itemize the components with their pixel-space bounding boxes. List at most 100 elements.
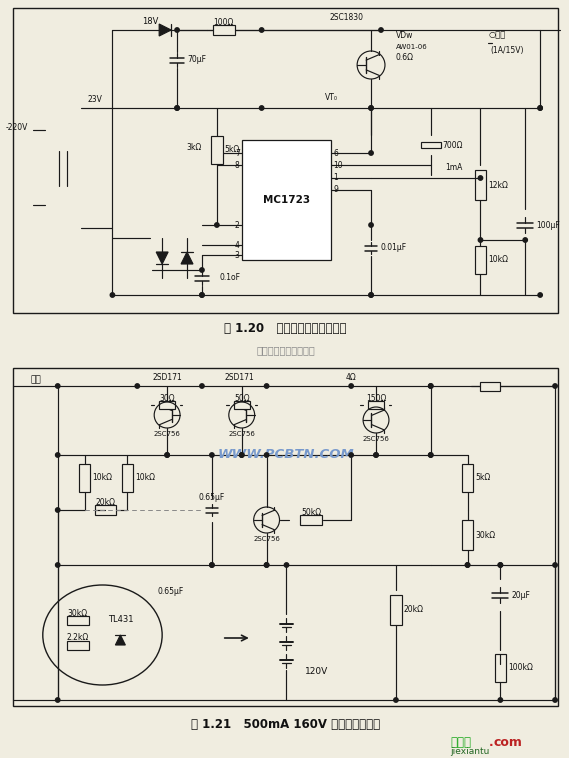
Circle shape bbox=[165, 453, 170, 457]
Text: 70μF: 70μF bbox=[187, 55, 206, 64]
Polygon shape bbox=[116, 635, 125, 645]
Bar bbox=[421, 142, 440, 148]
Text: 2SD171: 2SD171 bbox=[152, 374, 182, 383]
Bar bbox=[368, 401, 384, 409]
Circle shape bbox=[553, 384, 557, 388]
Text: 20kΩ: 20kΩ bbox=[96, 498, 116, 507]
Text: 4: 4 bbox=[235, 240, 240, 249]
Circle shape bbox=[369, 293, 373, 297]
Text: 接线图: 接线图 bbox=[451, 735, 472, 748]
Circle shape bbox=[200, 293, 204, 297]
Circle shape bbox=[56, 453, 60, 457]
Circle shape bbox=[349, 384, 353, 388]
Circle shape bbox=[369, 106, 373, 110]
Circle shape bbox=[538, 106, 542, 110]
Circle shape bbox=[428, 453, 433, 457]
Circle shape bbox=[538, 293, 542, 297]
Bar bbox=[390, 595, 402, 625]
Circle shape bbox=[240, 453, 244, 457]
Text: 150Ω: 150Ω bbox=[366, 394, 386, 403]
Text: 700Ω: 700Ω bbox=[443, 140, 463, 149]
Circle shape bbox=[210, 453, 214, 457]
Circle shape bbox=[56, 384, 60, 388]
Circle shape bbox=[56, 508, 60, 512]
Circle shape bbox=[265, 562, 269, 567]
Circle shape bbox=[56, 562, 60, 567]
Bar bbox=[159, 401, 175, 409]
Circle shape bbox=[215, 223, 219, 227]
Bar bbox=[495, 654, 506, 682]
Bar bbox=[67, 615, 89, 625]
Circle shape bbox=[200, 268, 204, 272]
Text: 3kΩ: 3kΩ bbox=[187, 143, 202, 152]
Circle shape bbox=[284, 562, 288, 567]
Circle shape bbox=[428, 453, 433, 457]
Bar bbox=[480, 381, 500, 390]
Circle shape bbox=[465, 562, 470, 567]
Circle shape bbox=[394, 698, 398, 702]
Circle shape bbox=[369, 223, 373, 227]
Circle shape bbox=[210, 562, 214, 567]
Text: 0.1οF: 0.1οF bbox=[220, 274, 241, 283]
Circle shape bbox=[56, 698, 60, 702]
Bar bbox=[94, 505, 117, 515]
Text: 6: 6 bbox=[333, 149, 338, 158]
Text: jiexiantu: jiexiantu bbox=[451, 747, 490, 756]
Bar bbox=[462, 464, 473, 492]
Circle shape bbox=[369, 151, 373, 155]
Text: 输入: 输入 bbox=[31, 375, 42, 384]
Bar bbox=[475, 246, 486, 274]
Circle shape bbox=[200, 293, 204, 297]
Polygon shape bbox=[156, 252, 168, 264]
Text: TL431: TL431 bbox=[108, 615, 133, 625]
Text: ○输出: ○输出 bbox=[488, 30, 506, 39]
Circle shape bbox=[498, 562, 502, 567]
Text: 10kΩ: 10kΩ bbox=[135, 474, 155, 483]
Text: 2SC756: 2SC756 bbox=[228, 431, 255, 437]
Circle shape bbox=[259, 106, 264, 110]
Text: 2: 2 bbox=[235, 221, 240, 230]
Text: 1: 1 bbox=[333, 174, 338, 183]
Text: 2SC756: 2SC756 bbox=[362, 436, 389, 442]
Circle shape bbox=[259, 28, 264, 32]
Text: 1mA: 1mA bbox=[446, 164, 463, 173]
Text: 2.2kΩ: 2.2kΩ bbox=[67, 634, 89, 643]
Text: com: com bbox=[493, 735, 522, 748]
Text: 10kΩ: 10kΩ bbox=[488, 255, 509, 265]
Text: WWW.PCBTN.COM: WWW.PCBTN.COM bbox=[217, 449, 354, 462]
Text: 2SC756: 2SC756 bbox=[154, 431, 180, 437]
Bar bbox=[122, 464, 133, 492]
Circle shape bbox=[479, 176, 483, 180]
Circle shape bbox=[538, 106, 542, 110]
Bar bbox=[234, 401, 250, 409]
Circle shape bbox=[379, 28, 383, 32]
Text: 10: 10 bbox=[333, 161, 343, 170]
Bar bbox=[462, 520, 473, 550]
Text: 图 1.20   高稳定度稳压电源电路: 图 1.20 高稳定度稳压电源电路 bbox=[224, 321, 347, 334]
Text: 0.6Ω: 0.6Ω bbox=[396, 54, 414, 62]
Text: 8: 8 bbox=[235, 161, 240, 170]
Text: 2SC1830: 2SC1830 bbox=[329, 14, 363, 23]
Text: 4Ω: 4Ω bbox=[346, 374, 357, 383]
Circle shape bbox=[369, 106, 373, 110]
Text: 12kΩ: 12kΩ bbox=[488, 180, 508, 190]
Circle shape bbox=[175, 28, 179, 32]
Bar bbox=[213, 25, 235, 35]
Circle shape bbox=[374, 453, 378, 457]
Circle shape bbox=[210, 562, 214, 567]
Circle shape bbox=[465, 562, 470, 567]
Circle shape bbox=[349, 453, 353, 457]
Text: 20μF: 20μF bbox=[512, 590, 530, 600]
Circle shape bbox=[553, 698, 557, 702]
Text: 18V: 18V bbox=[142, 17, 158, 27]
Text: 50kΩ: 50kΩ bbox=[302, 508, 321, 517]
Text: .: . bbox=[488, 735, 493, 748]
Text: VT₀: VT₀ bbox=[325, 93, 338, 102]
Text: (1A/15V): (1A/15V) bbox=[490, 45, 524, 55]
Text: MC1723: MC1723 bbox=[263, 195, 310, 205]
Circle shape bbox=[110, 293, 114, 297]
Circle shape bbox=[200, 384, 204, 388]
Text: 杭州络睿科技有限公司: 杭州络睿科技有限公司 bbox=[256, 345, 315, 355]
Circle shape bbox=[374, 453, 378, 457]
Circle shape bbox=[479, 238, 483, 243]
